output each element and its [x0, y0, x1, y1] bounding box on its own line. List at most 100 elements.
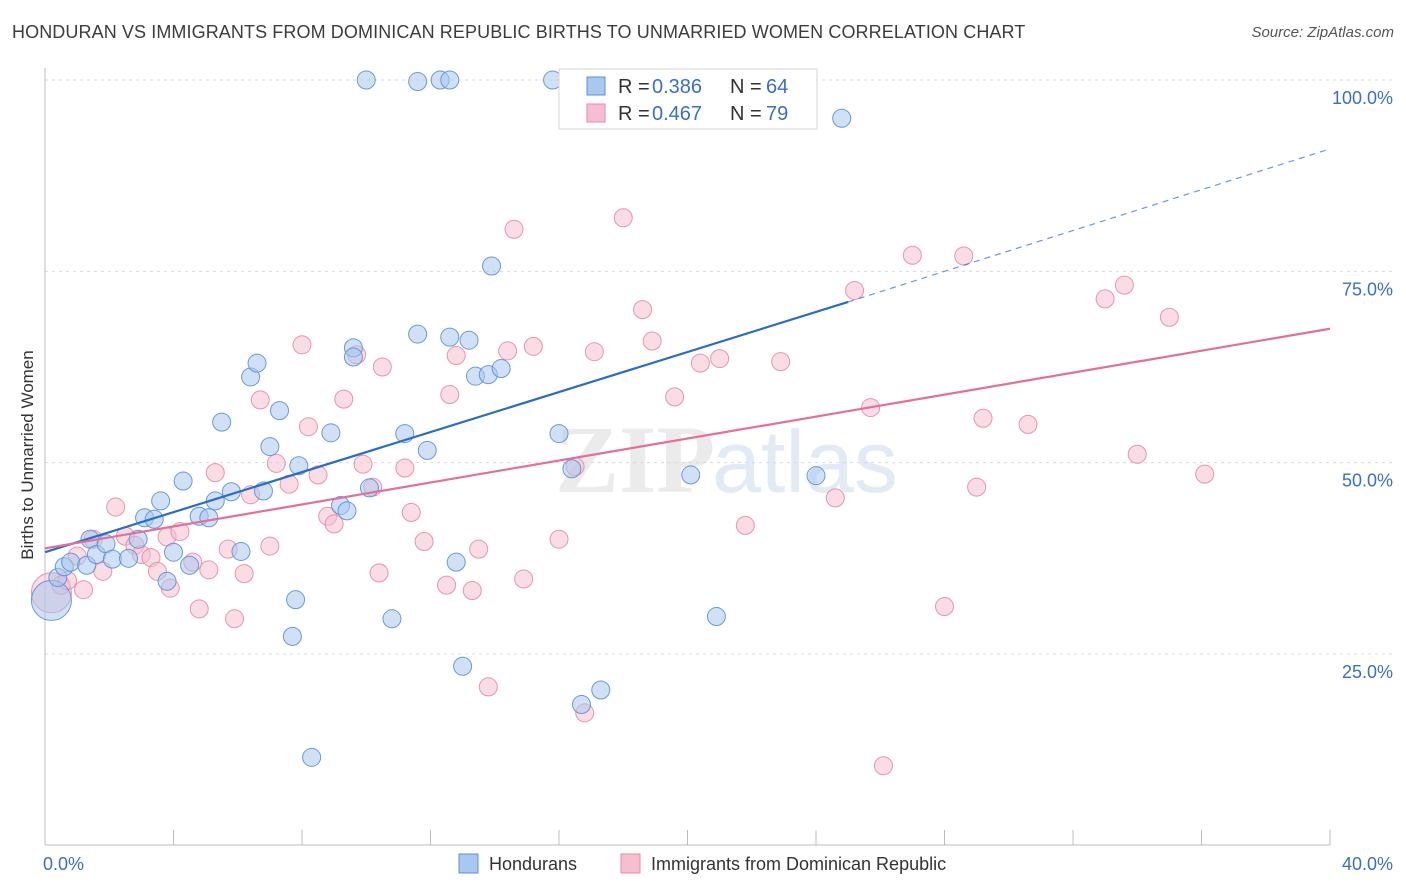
point-honduran — [128, 529, 148, 549]
y-axis-title: Births to Unmarried Women — [18, 350, 37, 559]
point-honduran — [289, 456, 309, 476]
point-dominican — [225, 609, 245, 629]
point-dominican — [437, 575, 457, 595]
point-honduran — [482, 256, 502, 276]
point-dominican — [414, 531, 434, 551]
point-honduran — [173, 471, 193, 491]
point-dominican — [504, 219, 524, 239]
svg-text:atlas: atlas — [712, 412, 898, 511]
legend-r-value: 0.467 — [652, 103, 702, 125]
point-dominican — [234, 564, 254, 584]
y-tick-labels: 25.0% 50.0% 75.0% 100.0% — [1332, 88, 1393, 682]
point-dominican — [469, 539, 489, 559]
point-honduran — [453, 656, 473, 676]
point-honduran — [417, 440, 437, 460]
point-dominican — [1095, 289, 1115, 309]
point-dominican — [825, 488, 845, 508]
point-honduran — [270, 401, 290, 421]
point-dominican — [735, 515, 755, 535]
point-dominican — [642, 331, 662, 351]
point-honduran — [61, 552, 81, 572]
point-honduran — [706, 606, 726, 626]
point-dominican — [324, 514, 344, 534]
point-honduran — [321, 423, 341, 443]
legend-label-dominican: Immigrants from Dominican Republic — [651, 854, 946, 874]
point-dominican — [74, 580, 94, 600]
watermark: ZIP atlas — [555, 406, 898, 513]
axes — [44, 68, 1331, 846]
point-honduran — [180, 555, 200, 575]
point-honduran — [440, 327, 460, 347]
point-honduran — [260, 437, 280, 457]
point-dominican — [613, 208, 633, 228]
point-dominican — [260, 536, 280, 556]
point-dominican — [189, 599, 209, 619]
legend-label-hondurans: Hondurans — [489, 854, 577, 874]
point-honduran — [343, 347, 363, 367]
chart-title: HONDURAN VS IMMIGRANTS FROM DOMINICAN RE… — [12, 22, 1026, 42]
point-honduran — [231, 541, 251, 561]
point-dominican — [873, 756, 893, 776]
point-honduran — [356, 70, 376, 90]
point-dominican — [845, 280, 865, 300]
point-honduran — [151, 491, 171, 511]
trend-lines — [44, 148, 1331, 554]
point-honduran — [440, 70, 460, 90]
point-honduran — [571, 695, 591, 715]
point-honduran — [199, 508, 219, 528]
point-honduran — [212, 412, 232, 432]
point-dominican — [266, 453, 286, 473]
point-honduran — [286, 590, 306, 610]
y-tick-label: 100.0% — [1332, 88, 1393, 108]
point-dominican — [199, 560, 219, 580]
trend-line-hondurans-extension — [847, 148, 1331, 303]
source-label: Source: ZipAtlas.com — [1251, 24, 1394, 41]
legend-n-label: N = — [730, 103, 762, 125]
point-honduran — [832, 108, 852, 128]
point-dominican — [1159, 307, 1179, 327]
point-honduran — [247, 353, 267, 373]
svg-text:ZIP: ZIP — [555, 406, 715, 513]
y-tick-label: 25.0% — [1342, 662, 1393, 682]
point-dominican — [549, 529, 569, 549]
point-dominican — [514, 569, 534, 589]
point-dominican — [298, 417, 318, 437]
point-dominican — [440, 385, 460, 405]
point-dominican — [395, 458, 415, 478]
point-honduran — [806, 466, 826, 486]
point-honduran — [562, 459, 582, 479]
point-honduran — [459, 330, 479, 350]
point-dominican — [446, 346, 466, 366]
point-honduran — [549, 424, 569, 444]
point-honduran — [446, 552, 466, 572]
x-tick-label: 40.0% — [1342, 854, 1393, 874]
point-dominican — [250, 390, 270, 410]
legend-r-label: R = — [618, 76, 650, 98]
point-honduran — [408, 72, 428, 92]
point-honduran — [382, 609, 402, 629]
point-dominican — [935, 597, 954, 617]
point-dominican — [369, 563, 389, 583]
legend-r-value: 0.386 — [652, 76, 702, 98]
point-dominican — [633, 300, 653, 320]
point-honduran — [302, 747, 322, 767]
stats-legend-row-dominican: R = 0.467 N = 79 — [586, 103, 788, 125]
point-honduran — [164, 542, 183, 562]
stats-legend-row-hondurans: R = 0.386 N = 64 — [586, 76, 788, 98]
point-honduran — [408, 324, 428, 344]
point-dominican — [967, 477, 987, 497]
point-honduran — [119, 548, 139, 568]
point-dominican — [401, 502, 421, 522]
point-dominican — [690, 353, 710, 373]
point-dominican — [205, 463, 225, 483]
point-dominican — [710, 349, 730, 369]
stats-legend: R = 0.386 N = 64 R = 0.467 N = 79 — [558, 68, 818, 130]
point-dominican — [771, 352, 791, 372]
point-dominican — [584, 342, 604, 362]
legend-swatch-pink — [586, 103, 606, 123]
x-tick-labels: 0.0% 40.0% — [43, 854, 1393, 874]
point-dominican — [523, 336, 543, 356]
point-dominican — [954, 246, 974, 266]
point-honduran — [337, 501, 357, 521]
